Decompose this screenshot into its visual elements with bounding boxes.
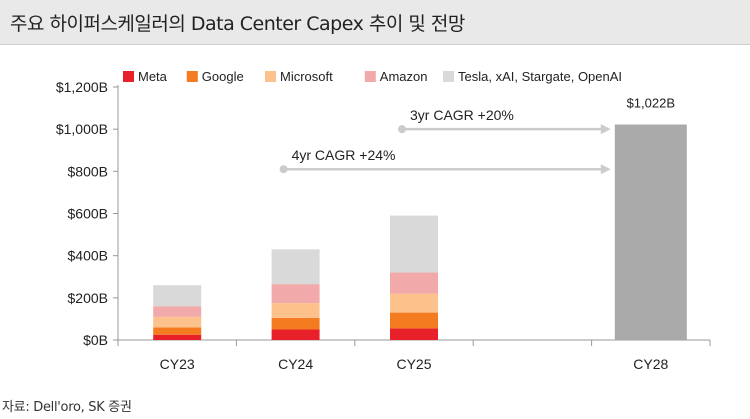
annotation-label: 4yr CAGR +24% xyxy=(292,147,396,163)
x-tick-label: CY24 xyxy=(278,356,313,372)
legend-label: Meta xyxy=(138,69,168,84)
bar-segment xyxy=(390,272,438,294)
bar-segment xyxy=(390,215,438,273)
bar-segment xyxy=(271,317,320,330)
y-tick-label: $800B xyxy=(68,163,108,179)
legend-swatch xyxy=(186,71,198,82)
legend-swatch xyxy=(443,71,454,82)
annotation-arrowhead xyxy=(600,124,611,135)
bar-segment xyxy=(153,327,202,335)
y-tick-label: $400B xyxy=(68,248,108,264)
bar-segment xyxy=(390,312,438,329)
legend-swatch xyxy=(265,71,276,82)
bar-segment xyxy=(390,328,438,340)
annotation-arrowhead xyxy=(600,164,611,175)
legend-swatch xyxy=(123,71,134,82)
bar-segment xyxy=(153,285,202,307)
bar-segment xyxy=(153,316,202,328)
title-bar: 주요 하이퍼스케일러의 Data Center Capex 추이 및 전망 xyxy=(0,0,750,45)
legend-label: Tesla, xAI, Stargate, OpenAI xyxy=(458,69,622,84)
legend-label: Microsoft xyxy=(280,69,333,84)
y-tick-label: $200B xyxy=(68,290,108,306)
x-tick-label: CY25 xyxy=(396,356,431,372)
annotation-label: 3yr CAGR +20% xyxy=(410,107,514,123)
bar-segment xyxy=(390,293,438,313)
y-tick-label: $0B xyxy=(83,332,108,348)
bar-segment xyxy=(271,303,320,318)
y-tick-label: $1,000B xyxy=(56,121,108,137)
legend-label: Google xyxy=(202,69,244,84)
y-tick-label: $1,200B xyxy=(56,79,108,95)
bar-segment xyxy=(153,306,202,317)
capex-chart: $0B $200B $400B $600B $800B $1,000B $1,200B CY2… xyxy=(56,69,711,372)
bar-segment xyxy=(271,284,320,304)
x-tick-label: CY23 xyxy=(160,356,195,372)
y-tick-label: $600B xyxy=(68,206,108,222)
total-bar xyxy=(614,124,687,340)
bar-segment xyxy=(153,334,202,340)
x-tick-label: CY28 xyxy=(633,356,668,372)
page-title: 주요 하이퍼스케일러의 Data Center Capex 추이 및 전망 xyxy=(10,13,465,35)
legend-swatch xyxy=(364,71,376,82)
bar-segment xyxy=(271,329,320,340)
data-label: $1,022B xyxy=(627,96,675,111)
bar-segment xyxy=(271,249,320,285)
legend-label: Amazon xyxy=(380,69,428,84)
source-note: 자료: Dell'oro, SK 증권 xyxy=(2,400,132,415)
